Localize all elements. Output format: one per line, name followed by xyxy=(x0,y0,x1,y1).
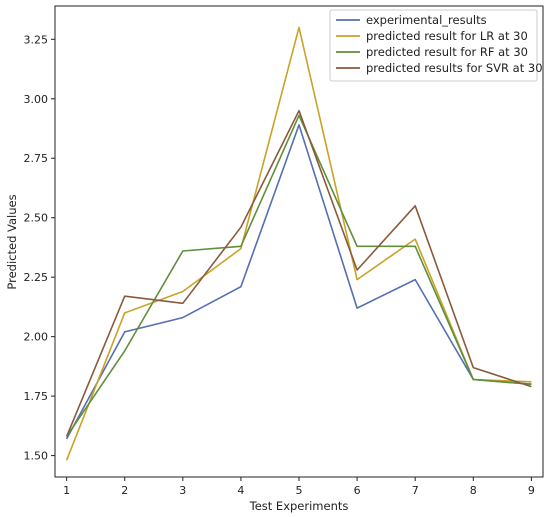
x-tick-label: 4 xyxy=(237,484,244,497)
series-line-3 xyxy=(65,114,532,438)
series-line-4 xyxy=(65,109,532,437)
y-axis: 1.50 1.75 2.00 2.25 2.50 2.75 3.00 3.25 xyxy=(24,33,55,463)
series-line-2 xyxy=(65,26,532,461)
x-tick-label: 5 xyxy=(296,484,303,497)
x-axis: 1 2 3 4 5 6 7 8 9 xyxy=(63,477,535,497)
y-tick-label: 3.25 xyxy=(24,33,49,46)
legend-label: predicted result for RF at 30 xyxy=(366,45,528,59)
y-tick-label: 2.75 xyxy=(24,152,49,165)
legend: experimental_results predicted result for… xyxy=(329,9,543,82)
y-tick-label: 2.25 xyxy=(24,271,49,284)
legend-label: experimental_results xyxy=(366,13,487,27)
y-tick-label: 1.50 xyxy=(24,450,49,463)
x-axis-label: Test Experiments xyxy=(249,499,349,513)
x-tick-label: 2 xyxy=(121,484,128,497)
y-tick-label: 1.75 xyxy=(24,390,49,403)
x-tick-label: 8 xyxy=(470,484,477,497)
x-tick-label: 3 xyxy=(179,484,186,497)
plot-frame xyxy=(54,5,544,478)
legend-label: predicted result for LR at 30 xyxy=(366,29,528,43)
x-tick-label: 7 xyxy=(412,484,419,497)
y-axis-label: Predicted Values xyxy=(5,194,19,289)
y-tick-label: 2.50 xyxy=(24,212,49,225)
x-tick-label: 1 xyxy=(63,484,70,497)
legend-box xyxy=(329,9,538,82)
y-tick-label: 3.00 xyxy=(24,93,49,106)
series-lines xyxy=(65,26,532,461)
legend-label: predicted results for SVR at 30 xyxy=(366,61,543,75)
x-tick-label: 9 xyxy=(528,484,535,497)
x-tick-label: 6 xyxy=(354,484,361,497)
y-tick-label: 2.00 xyxy=(24,331,49,344)
series-line-1 xyxy=(65,124,532,440)
